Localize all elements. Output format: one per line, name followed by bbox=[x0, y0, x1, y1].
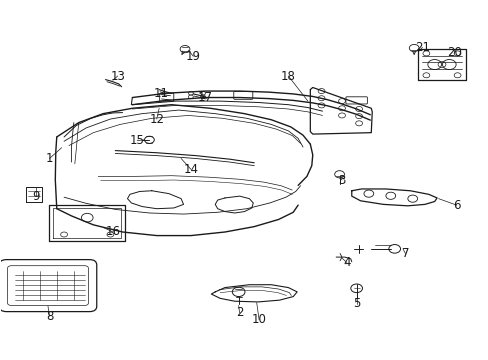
Text: 15: 15 bbox=[129, 134, 144, 147]
Text: 3: 3 bbox=[338, 174, 345, 186]
Text: 18: 18 bbox=[281, 69, 295, 82]
Text: 10: 10 bbox=[251, 313, 266, 327]
Text: 14: 14 bbox=[183, 163, 198, 176]
Text: 1: 1 bbox=[45, 152, 53, 165]
Text: 13: 13 bbox=[110, 69, 125, 82]
Text: 21: 21 bbox=[414, 41, 429, 54]
Text: 8: 8 bbox=[46, 310, 53, 323]
Text: 7: 7 bbox=[401, 247, 408, 260]
Text: 5: 5 bbox=[352, 297, 360, 310]
Text: 6: 6 bbox=[452, 199, 459, 212]
Text: 17: 17 bbox=[198, 91, 213, 104]
Text: 20: 20 bbox=[446, 46, 461, 59]
Text: 4: 4 bbox=[343, 256, 350, 269]
Text: 11: 11 bbox=[154, 87, 169, 100]
Text: 19: 19 bbox=[185, 50, 201, 63]
Text: 12: 12 bbox=[149, 113, 164, 126]
Text: 16: 16 bbox=[105, 225, 120, 238]
Text: 2: 2 bbox=[235, 306, 243, 319]
Text: 9: 9 bbox=[32, 190, 40, 203]
